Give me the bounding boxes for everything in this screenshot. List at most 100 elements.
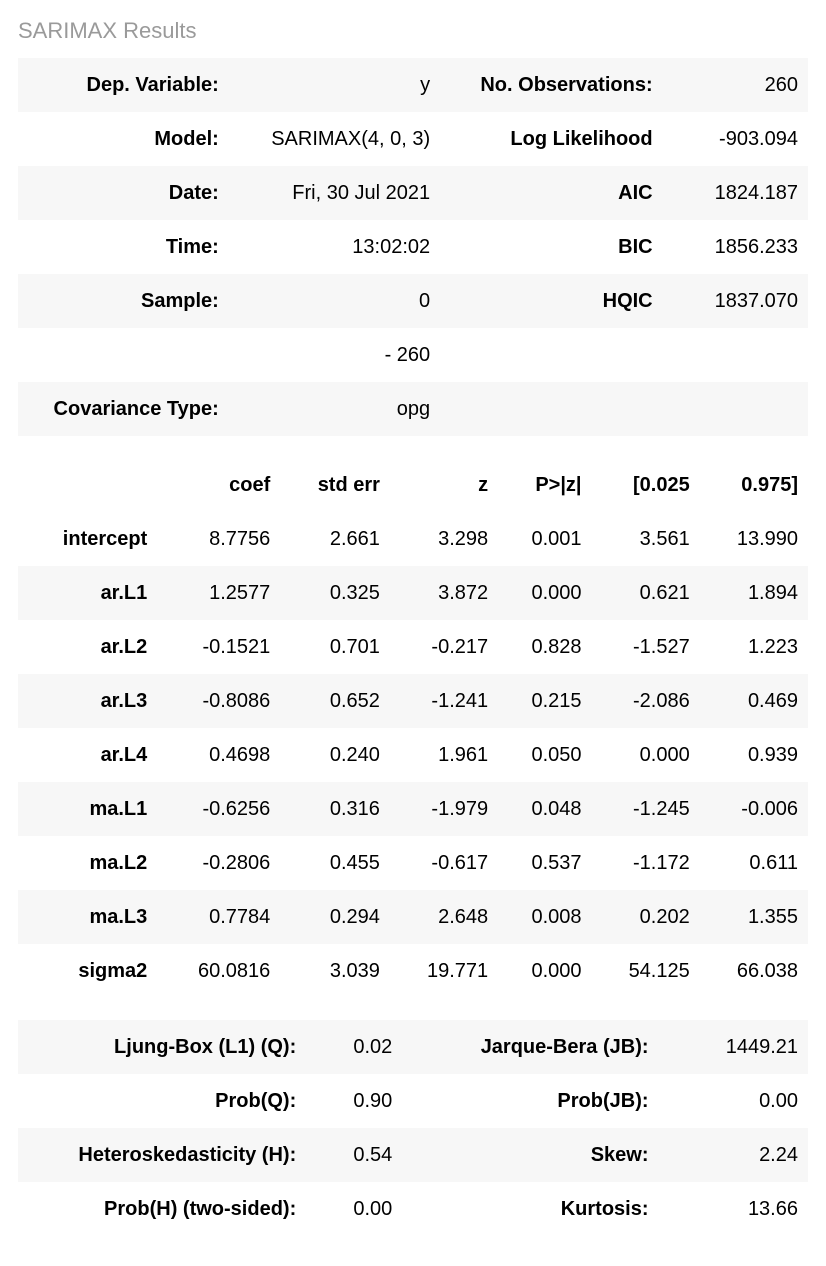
- summary-row: Covariance Type:opg: [18, 382, 808, 436]
- coef-row-label: intercept: [18, 512, 157, 566]
- coef-header: 0.975]: [700, 458, 808, 512]
- diag-label: Skew:: [402, 1128, 658, 1182]
- coef-cell: 3.872: [390, 566, 498, 620]
- coef-row: ma.L1-0.62560.316-1.9790.048-1.245-0.006: [18, 782, 808, 836]
- coef-cell: -0.006: [700, 782, 808, 836]
- coef-row: ar.L11.25770.3253.8720.0000.6211.894: [18, 566, 808, 620]
- coef-row-label: ar.L1: [18, 566, 157, 620]
- summary-value: 1856.233: [663, 220, 808, 274]
- coef-cell: 0.701: [280, 620, 390, 674]
- coef-cell: 0.215: [498, 674, 591, 728]
- diag-value: 13.66: [659, 1182, 808, 1236]
- coef-row: ma.L2-0.28060.455-0.6170.537-1.1720.611: [18, 836, 808, 890]
- coef-cell: 1.223: [700, 620, 808, 674]
- coef-cell: -0.1521: [157, 620, 280, 674]
- summary-label: [440, 328, 662, 382]
- coef-cell: 0.611: [700, 836, 808, 890]
- diag-value: 1449.21: [659, 1020, 808, 1074]
- coef-header: coef: [157, 458, 280, 512]
- summary-value: 0: [229, 274, 440, 328]
- coef-cell: 60.0816: [157, 944, 280, 998]
- diag-value: 0.90: [306, 1074, 402, 1128]
- diag-value: 0.00: [306, 1182, 402, 1236]
- diag-label: Prob(H) (two-sided):: [18, 1182, 306, 1236]
- diag-value: 0.02: [306, 1020, 402, 1074]
- coef-cell: -2.086: [592, 674, 700, 728]
- coef-row-label: ar.L4: [18, 728, 157, 782]
- coef-cell: 0.000: [592, 728, 700, 782]
- summary-value: y: [229, 58, 440, 112]
- coef-cell: -1.979: [390, 782, 498, 836]
- summary-value: SARIMAX(4, 0, 3): [229, 112, 440, 166]
- coef-cell: 1.894: [700, 566, 808, 620]
- coef-row: intercept8.77562.6613.2980.0013.56113.99…: [18, 512, 808, 566]
- summary-row: Dep. Variable:yNo. Observations:260: [18, 58, 808, 112]
- coef-cell: -1.527: [592, 620, 700, 674]
- coef-row-label: ma.L3: [18, 890, 157, 944]
- summary-value: -903.094: [663, 112, 808, 166]
- diag-row: Prob(H) (two-sided):0.00Kurtosis:13.66: [18, 1182, 808, 1236]
- coef-cell: 0.294: [280, 890, 390, 944]
- coef-header: std err: [280, 458, 390, 512]
- diag-value: 0.00: [659, 1074, 808, 1128]
- coef-cell: 0.001: [498, 512, 591, 566]
- diag-label: Ljung-Box (L1) (Q):: [18, 1020, 306, 1074]
- coef-cell: -0.617: [390, 836, 498, 890]
- coef-cell: 54.125: [592, 944, 700, 998]
- coef-cell: 0.048: [498, 782, 591, 836]
- coef-cell: 0.7784: [157, 890, 280, 944]
- diag-label: Kurtosis:: [402, 1182, 658, 1236]
- coef-cell: -0.8086: [157, 674, 280, 728]
- coef-cell: 3.039: [280, 944, 390, 998]
- coef-row: sigma260.08163.03919.7710.00054.12566.03…: [18, 944, 808, 998]
- summary-value: 1824.187: [663, 166, 808, 220]
- summary-label: Time:: [18, 220, 229, 274]
- summary-label: Covariance Type:: [18, 382, 229, 436]
- diagnostics-table: Ljung-Box (L1) (Q):0.02Jarque-Bera (JB):…: [18, 1020, 808, 1236]
- diag-value: 2.24: [659, 1128, 808, 1182]
- coef-row: ar.L2-0.15210.701-0.2170.828-1.5271.223: [18, 620, 808, 674]
- summary-label: Model:: [18, 112, 229, 166]
- summary-row: - 260: [18, 328, 808, 382]
- coef-header: z: [390, 458, 498, 512]
- coef-cell: -1.245: [592, 782, 700, 836]
- coef-cell: 0.652: [280, 674, 390, 728]
- summary-label: [18, 328, 229, 382]
- coefficients-table: coefstd errzP>|z|[0.0250.975] intercept8…: [18, 458, 808, 998]
- summary-value: Fri, 30 Jul 2021: [229, 166, 440, 220]
- summary-value: [663, 382, 808, 436]
- coef-cell: 0.4698: [157, 728, 280, 782]
- summary-label: AIC: [440, 166, 662, 220]
- coef-cell: 0.621: [592, 566, 700, 620]
- coef-cell: 0.050: [498, 728, 591, 782]
- coef-row-label: ar.L3: [18, 674, 157, 728]
- summary-row: Time:13:02:02BIC1856.233: [18, 220, 808, 274]
- coef-row: ar.L40.46980.2401.9610.0500.0000.939: [18, 728, 808, 782]
- summary-label: HQIC: [440, 274, 662, 328]
- coef-cell: 13.990: [700, 512, 808, 566]
- coef-row-label: sigma2: [18, 944, 157, 998]
- coef-cell: 66.038: [700, 944, 808, 998]
- coef-cell: 0.316: [280, 782, 390, 836]
- summary-label: [440, 382, 662, 436]
- summary-value: 260: [663, 58, 808, 112]
- diag-label: Heteroskedasticity (H):: [18, 1128, 306, 1182]
- coef-row-label: ma.L2: [18, 836, 157, 890]
- coef-cell: 0.455: [280, 836, 390, 890]
- summary-label: Sample:: [18, 274, 229, 328]
- coef-cell: 0.325: [280, 566, 390, 620]
- coef-cell: 3.561: [592, 512, 700, 566]
- summary-label: Date:: [18, 166, 229, 220]
- summary-label: Log Likelihood: [440, 112, 662, 166]
- coef-cell: 8.7756: [157, 512, 280, 566]
- summary-row: Sample:0HQIC1837.070: [18, 274, 808, 328]
- coef-cell: 3.298: [390, 512, 498, 566]
- diag-label: Jarque-Bera (JB):: [402, 1020, 658, 1074]
- diag-row: Prob(Q):0.90Prob(JB):0.00: [18, 1074, 808, 1128]
- coef-cell: 0.008: [498, 890, 591, 944]
- coef-cell: 0.469: [700, 674, 808, 728]
- coef-cell: 2.648: [390, 890, 498, 944]
- summary-value: opg: [229, 382, 440, 436]
- summary-label: Dep. Variable:: [18, 58, 229, 112]
- coef-cell: 0.939: [700, 728, 808, 782]
